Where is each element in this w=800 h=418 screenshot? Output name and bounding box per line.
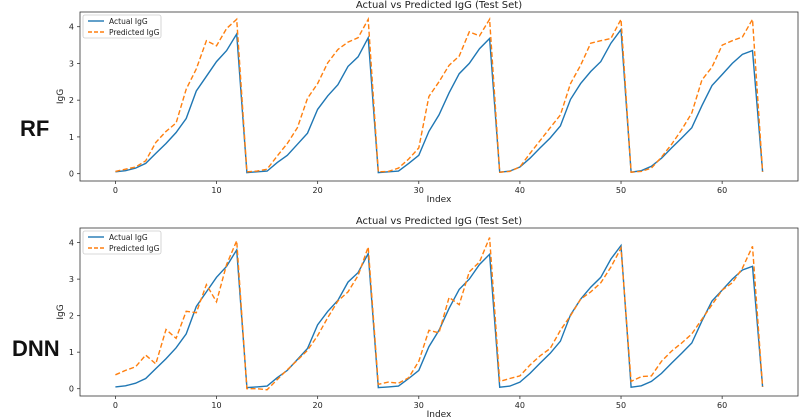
y-tick-label: 4 bbox=[69, 239, 74, 248]
chart-panel-rf: Actual vs Predicted IgG (Test Set)0 10 20 3… bbox=[56, 0, 799, 205]
x-tick-label: 0 bbox=[113, 186, 118, 195]
series-line-predicted bbox=[115, 237, 764, 391]
chart-panel-dnn: Actual vs Predicted IgG (Test Set)0 10 20 3… bbox=[56, 216, 799, 418]
axes-frame bbox=[79, 227, 799, 397]
x-tick-label: 30 bbox=[414, 186, 424, 195]
x-axis-label: Index bbox=[427, 410, 452, 418]
y-tick-label: 3 bbox=[69, 59, 74, 68]
legend-entry: Predicted IgG bbox=[109, 28, 160, 37]
x-tick-label: 20 bbox=[313, 186, 323, 195]
panel-label-rf: RF bbox=[20, 116, 50, 141]
legend-entry: Predicted IgG bbox=[109, 244, 160, 253]
x-axis-label: Index bbox=[427, 195, 452, 205]
x-tick-label: 50 bbox=[616, 186, 626, 195]
legend: Actual IgG Predicted IgG bbox=[82, 230, 162, 255]
legend-entry: Actual IgG bbox=[109, 233, 148, 242]
panel-label-dnn: DNN bbox=[12, 336, 60, 361]
legend: Actual IgG Predicted IgG bbox=[82, 14, 162, 39]
y-tick-label: 2 bbox=[69, 312, 74, 321]
series-line-predicted bbox=[115, 16, 764, 173]
x-tick-label: 10 bbox=[211, 186, 221, 195]
y-axis-label: IgG bbox=[56, 89, 66, 104]
y-tick-label: 4 bbox=[69, 23, 74, 32]
x-tick-label: 40 bbox=[515, 186, 525, 195]
axes-frame bbox=[79, 11, 799, 182]
chart-title: Actual vs Predicted IgG (Test Set) bbox=[356, 0, 522, 11]
y-tick-label: 3 bbox=[69, 275, 74, 284]
x-tick-label: 0 bbox=[113, 401, 118, 410]
legend-entry: Actual IgG bbox=[109, 17, 148, 26]
x-tick-label: 50 bbox=[616, 401, 626, 410]
x-tick-label: 60 bbox=[717, 401, 727, 410]
x-tick-label: 60 bbox=[717, 186, 727, 195]
y-axis-label: IgG bbox=[56, 304, 66, 319]
y-tick-label: 0 bbox=[69, 170, 74, 179]
chart-title: Actual vs Predicted IgG (Test Set) bbox=[356, 216, 522, 227]
y-tick-label: 1 bbox=[69, 348, 74, 357]
y-tick-label: 1 bbox=[69, 133, 74, 142]
y-tick-label: 0 bbox=[69, 385, 74, 394]
x-tick-label: 40 bbox=[515, 401, 525, 410]
x-tick-label: 10 bbox=[211, 401, 221, 410]
x-tick-label: 30 bbox=[414, 401, 424, 410]
series-line-actual bbox=[115, 27, 764, 174]
series-line-actual bbox=[115, 243, 764, 389]
x-tick-label: 20 bbox=[313, 401, 323, 410]
y-tick-label: 2 bbox=[69, 96, 74, 105]
